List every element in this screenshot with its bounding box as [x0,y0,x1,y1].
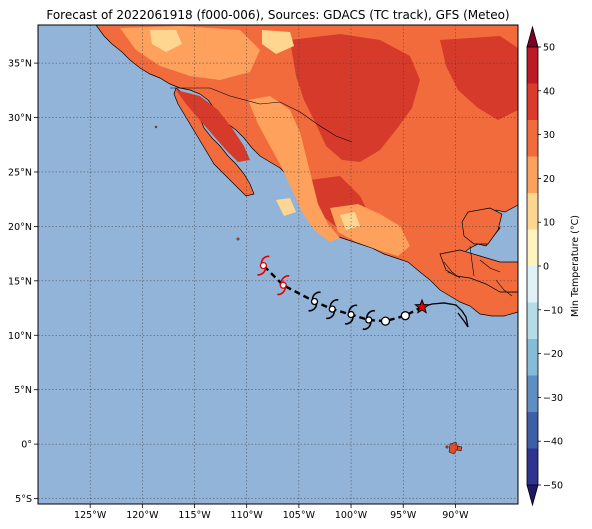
lat-tick-label-3: 20°N [8,222,32,233]
colorbar-band-3 [527,156,538,194]
colorbar-band-10 [527,412,538,449]
colorbar-band-8 [527,339,538,376]
longitude-axis: 125°W 120°W 115°W 110°W 105°W 100°W 95°W 90°W [74,504,469,521]
gridlines [38,25,518,504]
current-position-star-icon [414,298,430,314]
colorbar-tick-label-3: 20 [543,174,555,185]
borders [170,87,513,297]
forecast-point-0-low-icon [400,311,410,321]
forecast-point-3-storm-icon [344,304,358,325]
land-baja-california [173,87,255,197]
past-track [421,302,469,328]
colorbar-band-0 [527,47,538,84]
forecast-point-7-hurricane-icon [257,255,270,276]
lon-tick-label-4: 105°W [283,510,316,521]
lat-tick-label-4: 15°N [8,276,32,287]
lon-tick-label-0: 125°W [74,510,107,521]
colorbar-band-2 [527,120,538,157]
forecast-point-4-storm-icon [325,299,339,320]
latitude-axis: 35°N 30°N 25°N 20°N 15°N 10°N 5°N 0° 5°S [8,59,38,505]
forecast-point-6-hurricane-icon [276,275,290,296]
colorbar-tick-label-7: −20 [543,349,563,360]
colorbar-band-1 [527,83,538,121]
colorbar-tick-label-4: 10 [543,218,555,229]
colorbar-tick-label-8: −30 [543,393,563,404]
lat-tick-label-1: 30°N [8,113,32,124]
colorbar-band-4 [527,193,538,230]
colorbar-band-11 [527,448,538,486]
colorbar-tick-label-6: −10 [543,305,563,316]
colorbar-band-5 [527,229,538,267]
colorbar-band-7 [527,302,538,340]
forecast-point-5-storm-icon [308,291,321,312]
lon-tick-label-3: 110°W [231,510,264,521]
storm-track [257,255,469,331]
lon-tick-label-5: 100°W [335,510,368,521]
colorbar-band-9 [527,375,538,413]
lat-tick-label-5: 10°N [8,331,32,342]
lat-tick-label-7: 0° [21,440,32,451]
land-yucatan [461,207,503,245]
lat-tick-label-2: 25°N [8,167,32,178]
colorbar-band-6 [527,266,538,303]
region-hot-northwest [176,90,250,162]
lat-tick-label-6: 5°N [14,385,32,396]
region-hot-east [440,36,518,120]
forecast-point-2-storm-icon [362,309,376,331]
colorbar-min-arrow [526,484,539,507]
lon-tick-label-1: 120°W [126,510,159,521]
lat-tick-label-0: 35°N [8,59,32,70]
colorbar-tick-label-10: −50 [543,481,563,492]
land-central-america [439,249,518,293]
map-title: Forecast of 2022061918 (f000-006), Sourc… [46,8,509,22]
colorbar-tick-label-2: 30 [543,130,555,141]
lon-tick-label-6: 95°W [390,510,417,521]
colorbar-tick-label-5: 0 [543,262,549,273]
lon-tick-label-2: 115°W [178,510,211,521]
colorbar-tick-label-9: −40 [543,437,563,448]
colorbar-max-arrow [526,25,539,48]
region-hot-interior [290,34,420,162]
lat-tick-label-8: 5°S [15,494,32,505]
region-mild-sierra [248,96,340,242]
colorbar-tick-label-1: 40 [543,86,555,97]
land-islands [154,125,240,241]
lon-tick-label-7: 90°W [442,510,469,521]
colorbar-tick-label-0: 50 [543,43,555,54]
colorbar: 50 40 30 20 10 0 −10 −20 −30 −40 −50 [526,25,563,507]
colorbar-label: Min Temperature (°C) [570,215,581,317]
land-galapagos [445,441,463,455]
map-panel [38,25,518,504]
map-frame [37,24,519,505]
forecast-point-1-low-icon [380,316,391,326]
